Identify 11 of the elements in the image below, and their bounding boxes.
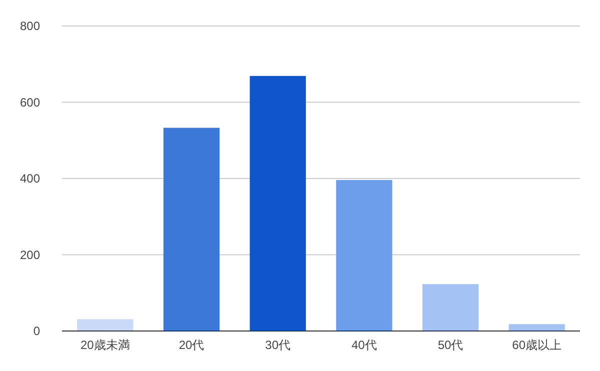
y-tick-label: 800 — [20, 19, 40, 33]
x-tick-label: 20代 — [178, 338, 204, 352]
y-tick-label: 0 — [33, 324, 40, 338]
x-tick-label: 40代 — [351, 338, 377, 352]
x-tick-label: 20歳未満 — [80, 338, 130, 352]
x-tick-label: 50代 — [438, 338, 464, 352]
y-tick-label: 600 — [20, 95, 40, 110]
y-tick-label: 200 — [20, 248, 40, 262]
x-tick-label: 30代 — [265, 338, 291, 352]
y-tick-label: 400 — [20, 172, 40, 186]
x-tick-label: 60歳以上 — [512, 338, 562, 352]
